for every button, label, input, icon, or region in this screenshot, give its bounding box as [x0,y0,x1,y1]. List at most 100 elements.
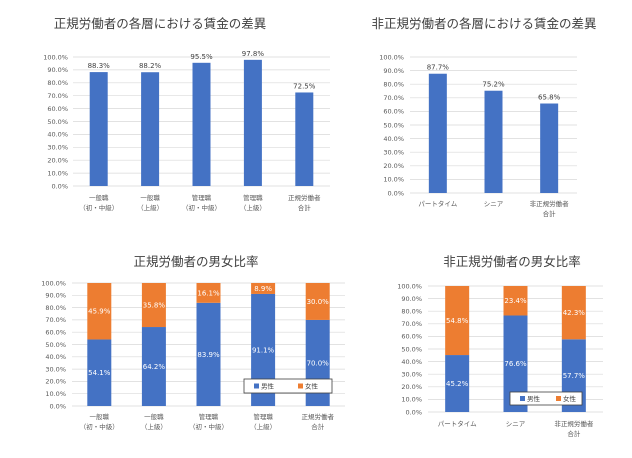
y-tick-label: 50.0% [47,118,68,126]
y-tick-label: 50.0% [383,121,404,129]
y-tick-label: 0.0% [387,189,404,197]
x-category-label: パートタイム [418,199,457,208]
segment-value-label: 16.1% [197,289,220,297]
y-tick-label: 50.0% [45,341,66,349]
y-tick-label: 60.0% [45,329,66,337]
bar [484,90,503,193]
y-tick-label: 40.0% [45,353,66,361]
chart-title: 非正規労働者の男女比率 [443,254,581,269]
bar-segment-female [251,283,276,294]
bar-value-label: 88.3% [88,62,111,70]
x-category-label: 管理職（上級） [240,193,266,212]
legend-swatch [520,396,525,401]
x-category-label: 一般職（上級） [141,412,167,431]
y-tick-label: 20.0% [383,162,404,170]
y-tick-label: 10.0% [401,396,422,404]
x-category-label: 非正規労働者合計 [554,419,594,438]
bar [141,72,160,186]
segment-value-label: 8.9% [254,285,272,293]
x-category-label: シニア [506,420,526,428]
y-tick-label: 0.0% [405,408,422,416]
x-category-label: シニア [484,200,504,208]
chart-title: 非正規労働者の各層における賃金の差異 [371,16,596,31]
legend-label: 男性 [527,394,541,403]
y-tick-label: 100.0% [43,53,68,61]
bar-value-label: 65.8% [538,94,561,102]
chart-3: 正規労働者の男女比率 0.0% 10.0% 20.0% 30.0% 40.0% 50.0% 6… [41,254,345,431]
y-tick-label: 20.0% [47,157,68,165]
y-tick-label: 0.0% [49,402,66,410]
x-category-label: 正規労働者合計 [288,193,321,212]
bar [243,59,262,187]
y-tick-label: 100.0% [397,282,422,290]
bar-segment-female [141,283,166,328]
x-category-label: 一般職（初・中級） [80,412,119,431]
y-tick-label: 20.0% [45,378,66,386]
y-tick-label: 40.0% [401,358,422,366]
x-category-label: 管理職（初・中級） [189,412,228,431]
y-tick-label: 100.0% [379,53,404,61]
bar-value-label: 75.2% [482,81,505,89]
y-tick-label: 100.0% [41,279,66,287]
legend: 男性 女性 [509,391,583,406]
x-category-label: 管理職（初・中級） [182,193,221,212]
chart-title: 正規労働者の男女比率 [133,254,258,269]
segment-value-label: 70.0% [307,359,330,367]
segment-value-label: 42.3% [563,309,586,317]
bar-value-label: 88.2% [139,62,162,70]
x-category-label: パートタイム [438,419,477,428]
x-category-label: 一般職（初・中級） [79,193,118,212]
chart-2: 非正規労働者の各層における賃金の差異 0.0% 10.0% 20.0% 30.0% 40.… [371,16,596,218]
legend-box [509,391,583,406]
bar-segment-male [87,339,112,406]
segment-value-label: 76.6% [504,360,527,368]
y-tick-label: 10.0% [47,169,68,177]
segment-value-label: 35.8% [143,302,166,310]
bar-segment-female [561,286,586,340]
bar-segment-male [196,302,221,406]
y-tick-label: 40.0% [383,135,404,143]
segment-value-label: 45.2% [446,380,469,388]
y-tick-label: 70.0% [401,320,422,328]
y-tick-label: 30.0% [401,371,422,379]
bar [540,103,559,193]
segment-value-label: 23.4% [504,297,527,305]
chart-title: 正規労働者の各層における賃金の差異 [54,16,267,31]
y-tick-label: 60.0% [401,333,422,341]
x-category-label: 正規労働者合計 [301,412,334,431]
y-tick-label: 90.0% [401,295,422,303]
bar-segment-female [503,286,528,316]
y-tick-label: 20.0% [401,383,422,391]
segment-value-label: 91.1% [252,346,275,354]
legend-label: 女性 [305,381,319,390]
bar [192,62,211,186]
y-tick-label: 90.0% [383,67,404,75]
bar-value-label: 97.8% [242,50,265,58]
y-tick-label: 30.0% [45,365,66,373]
bar-value-label: 95.5% [190,53,213,61]
chart-1: 正規労働者の各層における賃金の差異 0.0% 10.0% 20.0% 30.0% 40.0… [43,16,330,212]
bar-value-label: 87.7% [427,64,450,72]
segment-value-label: 57.7% [563,372,586,380]
y-tick-label: 50.0% [401,345,422,353]
y-tick-label: 60.0% [383,108,404,116]
legend-swatch [254,383,259,389]
bar-segment-male [445,355,470,412]
y-tick-label: 10.0% [45,390,66,398]
legend: 男性 女性 [243,378,333,394]
segment-value-label: 45.9% [88,308,111,316]
x-category-label: 非正規労働者合計 [530,199,570,218]
y-tick-label: 80.0% [383,81,404,89]
segment-value-label: 54.8% [446,317,469,325]
y-tick-label: 10.0% [383,176,404,184]
y-tick-label: 70.0% [47,92,68,100]
bar [89,72,108,186]
bar [295,92,314,186]
x-category-label: 一般職（上級） [137,193,163,212]
bar [428,73,447,193]
segment-value-label: 30.0% [307,298,330,306]
y-tick-label: 70.0% [45,316,66,324]
bar-segment-female [445,286,470,356]
legend-label: 女性 [563,394,577,403]
bar-segment-female [305,283,330,320]
